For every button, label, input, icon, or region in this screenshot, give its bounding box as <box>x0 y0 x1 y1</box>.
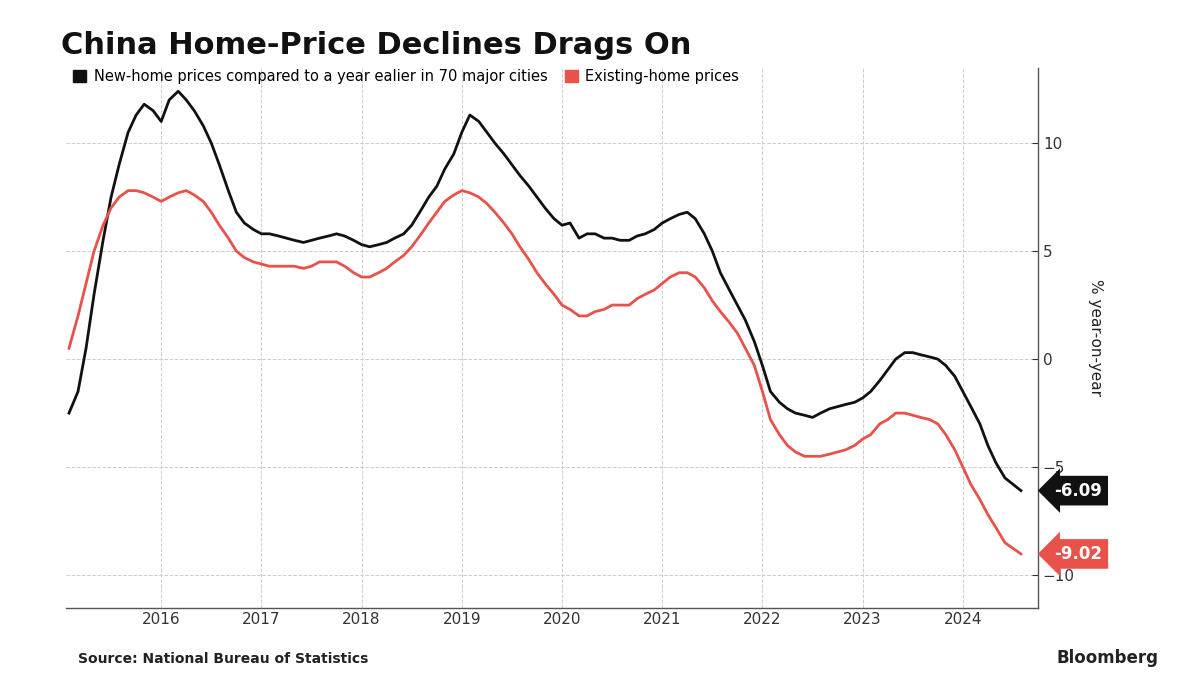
Y-axis label: % year-on-year: % year-on-year <box>1087 279 1103 396</box>
Text: Source: National Bureau of Statistics: Source: National Bureau of Statistics <box>78 652 368 666</box>
Legend: New-home prices compared to a year ealier in 70 major cities, Existing-home pric: New-home prices compared to a year ealie… <box>73 70 739 84</box>
Text: China Home-Price Declines Drags On: China Home-Price Declines Drags On <box>61 30 691 59</box>
Text: -6.09: -6.09 <box>1055 482 1102 500</box>
Text: -9.02: -9.02 <box>1055 545 1103 563</box>
Text: Bloomberg: Bloomberg <box>1056 649 1158 667</box>
